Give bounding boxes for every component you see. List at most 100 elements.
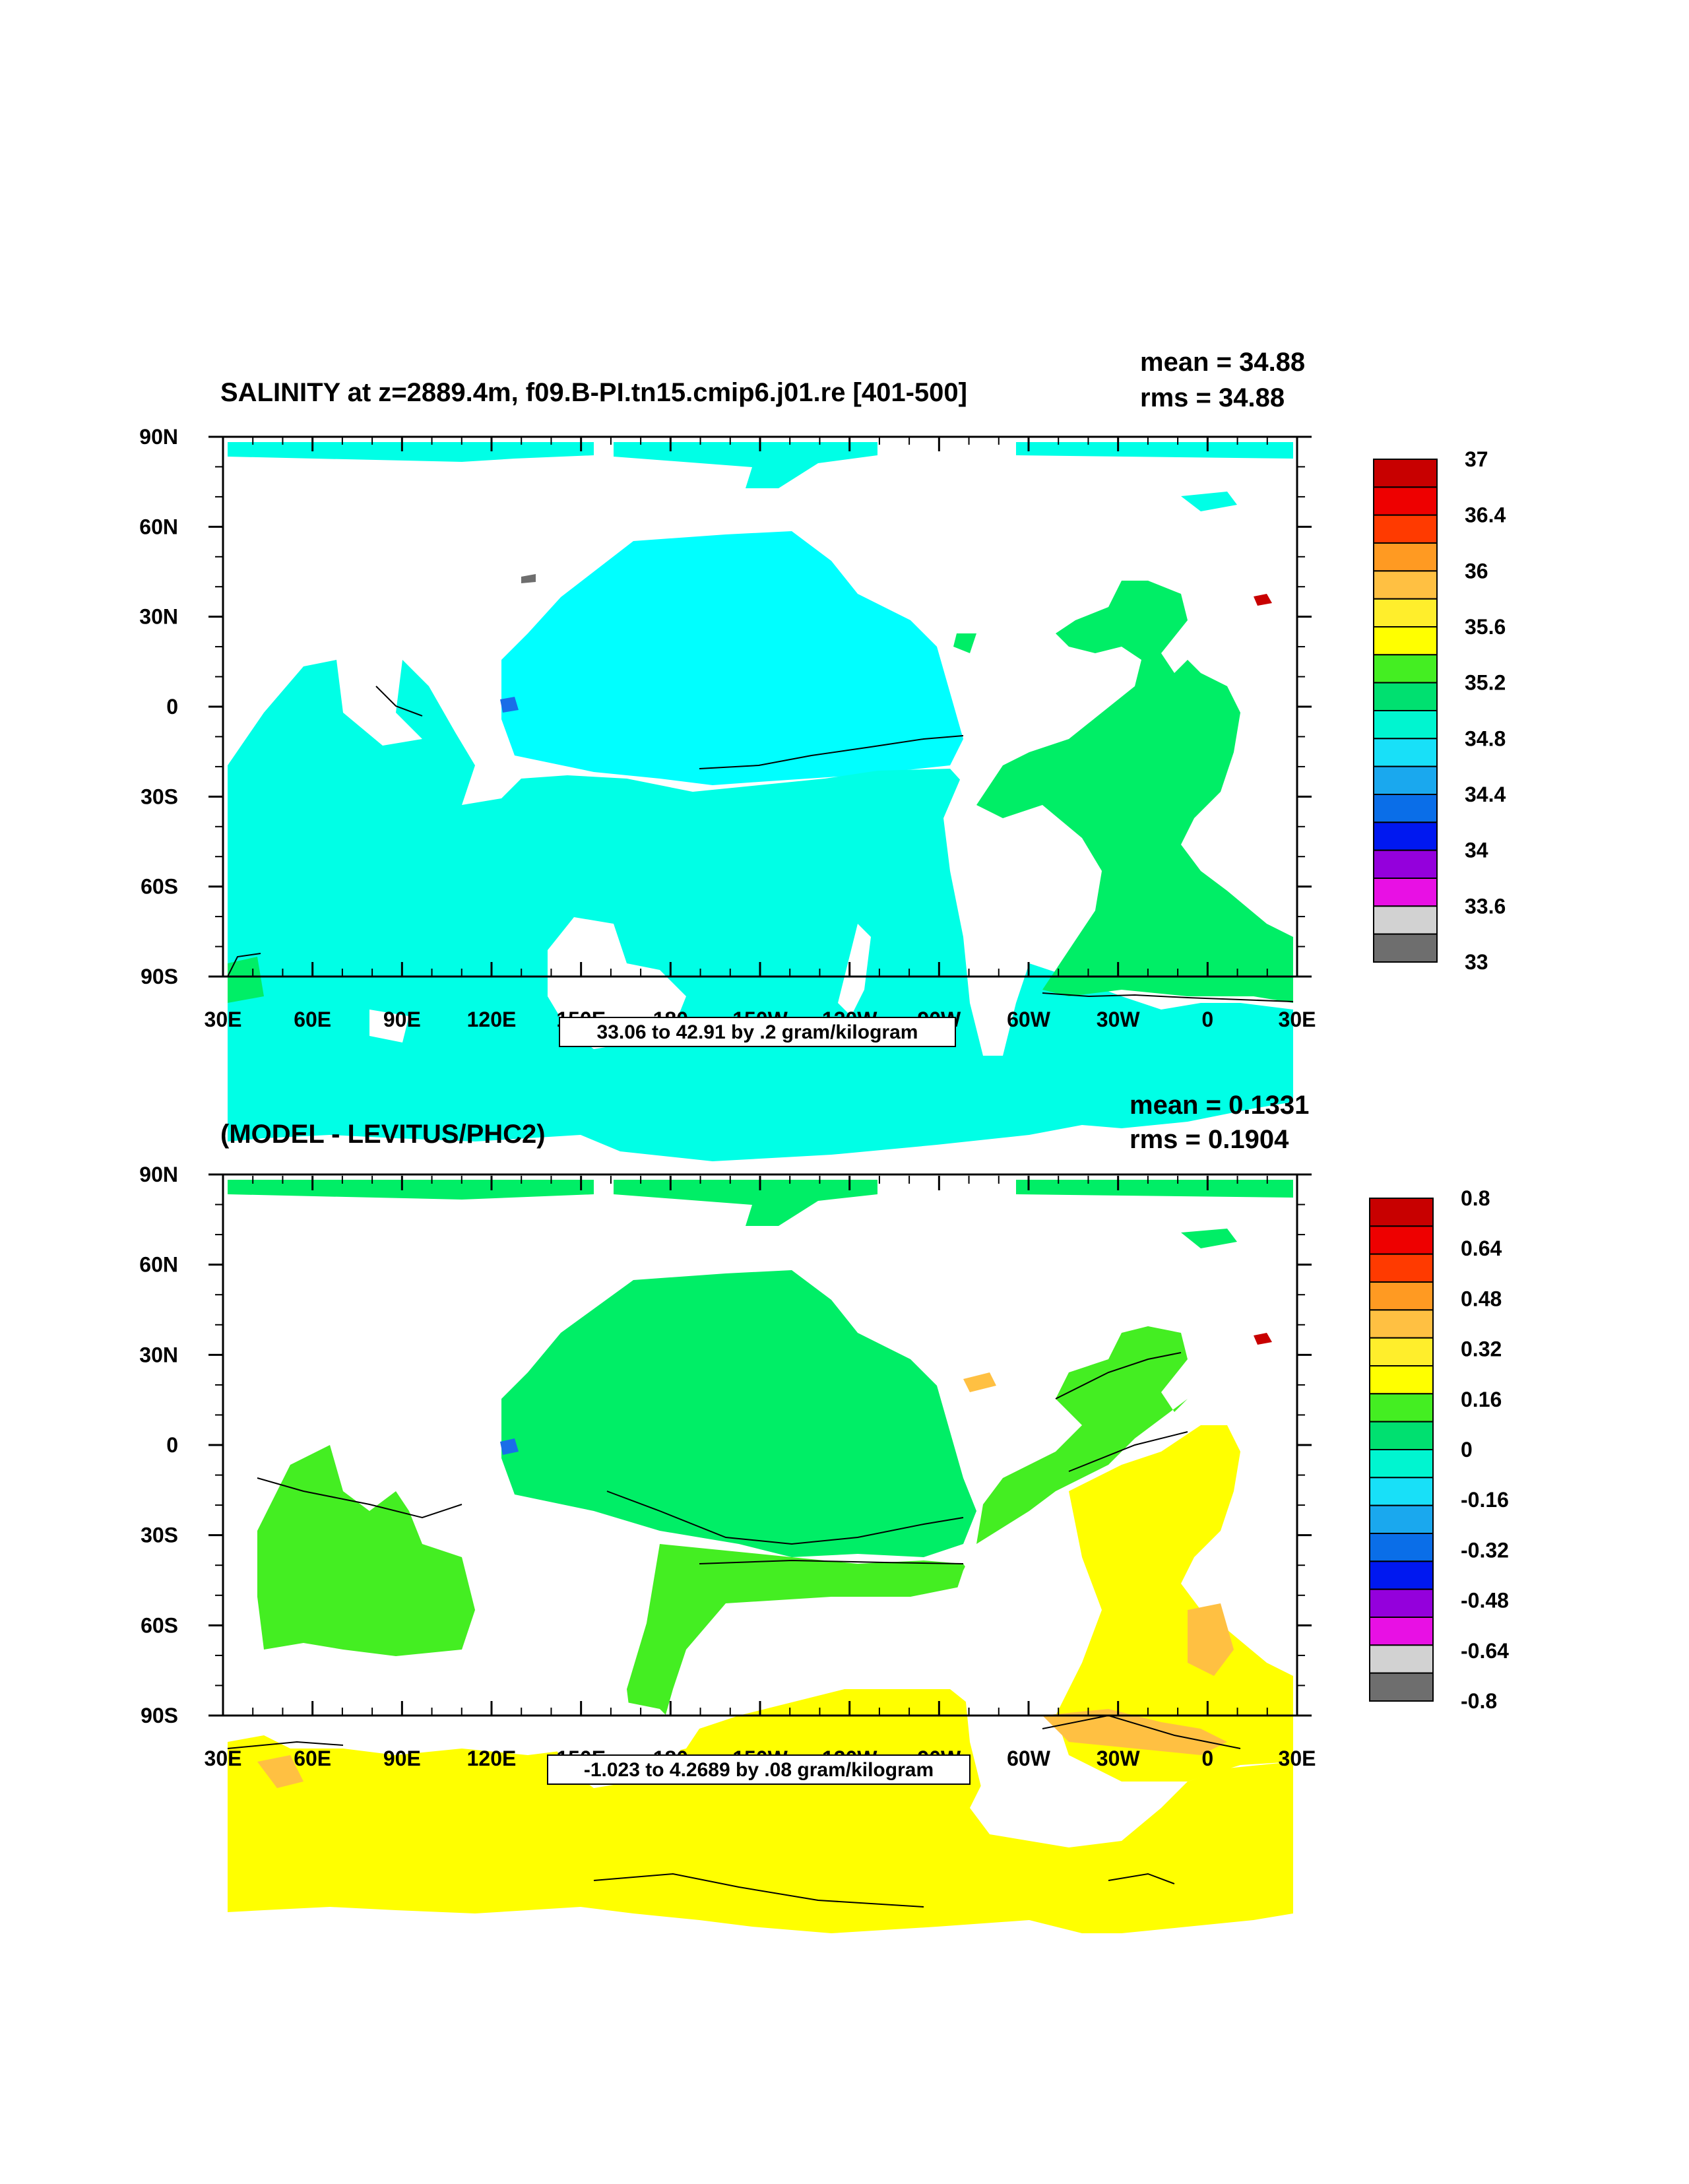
lat-tick-label: 60S <box>141 1613 178 1637</box>
colorbar-swatch <box>1369 1253 1434 1283</box>
contour-line <box>593 1873 924 1908</box>
north-atlantic-region <box>976 1326 1188 1544</box>
colorbar-swatch <box>1369 1337 1434 1366</box>
colorbar-label: 0.48 <box>1461 1287 1502 1310</box>
arctic-region <box>614 442 877 488</box>
colorbar-swatch <box>1373 654 1438 684</box>
colorbar-label: -0.16 <box>1461 1488 1509 1512</box>
colorbar-label: 34.8 <box>1465 726 1506 750</box>
indonesian-low-patch <box>500 697 519 713</box>
map-area <box>222 435 1298 1161</box>
colorbar-swatch <box>1373 626 1438 656</box>
colorbar-swatch <box>1369 1365 1434 1395</box>
lat-tick-label: 60S <box>141 875 178 899</box>
lat-tick-label: 60N <box>139 1253 178 1277</box>
colorbar-swatch <box>1369 1393 1434 1423</box>
colorbar-label: 0 <box>1461 1438 1473 1461</box>
lat-tick-label: 90S <box>141 965 178 988</box>
colorbar-swatch <box>1369 1533 1434 1562</box>
mediterranean-high-patch <box>1254 594 1272 606</box>
contour-line <box>227 1741 344 1749</box>
colorbar-swatch <box>1373 933 1438 963</box>
lon-tick-label: 120E <box>467 1008 517 1031</box>
colorbar-label: 34 <box>1465 839 1488 862</box>
lon-tick-label: 0 <box>1201 1747 1213 1770</box>
lat-tick-label: 0 <box>166 695 178 719</box>
contour-line <box>1068 1431 1188 1472</box>
arctic-region <box>228 1180 594 1200</box>
contour-line <box>1042 1714 1241 1749</box>
colorbar-label: 0.16 <box>1461 1388 1502 1411</box>
lon-tick-label: 30E <box>1279 1747 1316 1770</box>
rms-stat: rms = 34.88 <box>1140 383 1285 412</box>
arctic-region <box>228 442 594 462</box>
atlantic-region <box>976 581 1293 1003</box>
contour-line <box>606 1491 964 1545</box>
lon-tick-label: 30W <box>1097 1747 1141 1770</box>
arctic-region <box>1181 492 1237 511</box>
mediterranean-high-patch <box>1254 1333 1272 1345</box>
colorbar-label: 37 <box>1465 447 1488 471</box>
indian-ocean-region <box>257 1445 475 1656</box>
inland-sea-patch <box>521 574 536 583</box>
colorbar-swatch <box>1373 821 1438 851</box>
latitude-axis: 90N 60N 30N 0 30S 60S 90S <box>139 425 1312 988</box>
colorbar-label: 35.2 <box>1465 671 1506 695</box>
land-gap <box>369 1010 409 1043</box>
colorbar-swatch <box>1373 570 1438 600</box>
colorbar-label: -0.48 <box>1461 1589 1509 1613</box>
contour-line <box>1042 992 1294 1002</box>
southern-ocean-region <box>228 660 1293 1161</box>
colorbar-label: 0.32 <box>1461 1337 1502 1361</box>
lat-tick-label: 90N <box>139 425 178 449</box>
colorbar-swatch <box>1373 765 1438 796</box>
contour-line <box>257 1477 462 1519</box>
rms-stat: rms = 0.1904 <box>1130 1125 1289 1154</box>
colorbar-swatch <box>1369 1198 1434 1227</box>
colorbar-swatch <box>1369 1588 1434 1619</box>
australia-land <box>548 917 686 1049</box>
positive-patch <box>1042 1709 1227 1755</box>
contour-info-text: 33.06 to 42.91 by .2 gram/kilogram <box>597 1021 918 1043</box>
lon-tick-label: 60E <box>294 1747 331 1770</box>
lon-tick-label: 0 <box>1201 1008 1213 1031</box>
difference-map-figure: (MODEL - LEVITUS/PHC2) mean = 0.1331 rms… <box>139 1091 1509 1933</box>
positive-patch <box>963 1372 996 1392</box>
lat-tick-label: 30S <box>141 785 178 808</box>
colorbar-label: 36.4 <box>1465 503 1506 527</box>
colorbar-swatch <box>1369 1672 1434 1702</box>
colorbar-swatch <box>1369 1309 1434 1339</box>
lon-tick-label: 60E <box>294 1008 331 1031</box>
arctic-region <box>1016 442 1293 459</box>
lat-tick-label: 0 <box>166 1433 178 1457</box>
colorbar-swatch <box>1373 849 1438 880</box>
lon-tick-label: 30W <box>1097 1008 1141 1031</box>
lat-tick-label: 60N <box>139 515 178 538</box>
colorbar-label: 33.6 <box>1465 894 1506 918</box>
lat-tick-label: 30S <box>141 1524 178 1547</box>
contour-info-box <box>547 1754 971 1785</box>
colorbar-label: -0.64 <box>1461 1639 1509 1663</box>
colorbar-swatch <box>1369 1449 1434 1479</box>
arctic-region <box>614 1180 877 1226</box>
colorbar-swatch <box>1369 1225 1434 1255</box>
colorbar-label: -0.8 <box>1461 1689 1497 1713</box>
south-atlantic-region <box>1056 1425 1293 1782</box>
lon-tick-label: 90E <box>383 1008 421 1031</box>
colorbar-swatch <box>1373 542 1438 572</box>
positive-patch <box>257 1755 303 1788</box>
lon-tick-label: 60W <box>1007 1747 1051 1770</box>
colorbar-label: 33 <box>1465 950 1488 974</box>
tropical-pacific-region <box>627 1544 976 1742</box>
lon-tick-label: 30E <box>205 1008 242 1031</box>
colorbar-swatch <box>1373 459 1438 488</box>
colorbar-swatch <box>1373 794 1438 823</box>
colorbar-swatch <box>1373 878 1438 907</box>
latitude-axis: 90N 60N 30N 0 30S 60S 90S <box>139 1163 1312 1727</box>
panel-title: (MODEL - LEVITUS/PHC2) <box>220 1120 546 1149</box>
colorbar-swatch <box>1373 682 1438 712</box>
colorbar-swatch <box>1373 710 1438 740</box>
colorbar-swatch <box>1369 1644 1434 1674</box>
colorbar-swatch <box>1373 598 1438 627</box>
contour-line <box>1108 1873 1175 1884</box>
